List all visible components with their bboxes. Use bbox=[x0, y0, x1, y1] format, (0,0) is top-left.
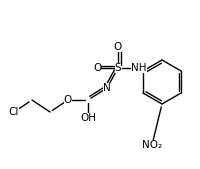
Text: S: S bbox=[115, 63, 121, 73]
Text: OH: OH bbox=[80, 113, 96, 123]
Text: NH: NH bbox=[131, 63, 147, 73]
Text: O: O bbox=[93, 63, 101, 73]
Text: O: O bbox=[64, 95, 72, 105]
Text: N: N bbox=[103, 83, 111, 93]
Text: O: O bbox=[114, 42, 122, 52]
Text: Cl: Cl bbox=[9, 107, 19, 117]
Text: NO₂: NO₂ bbox=[142, 140, 162, 150]
